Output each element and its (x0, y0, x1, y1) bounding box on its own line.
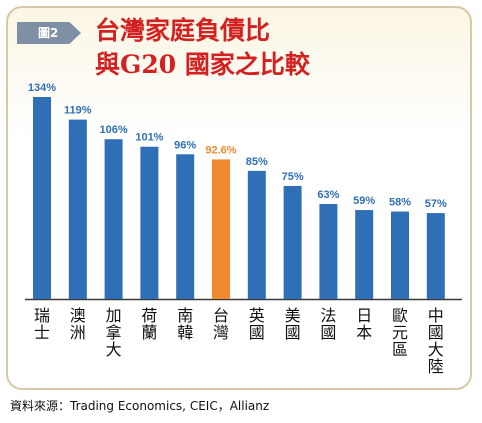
chart-title-line-1: 台灣家庭負債比 (95, 16, 271, 45)
bar-5 (176, 154, 195, 299)
bar-6 (212, 159, 230, 299)
data-label-4: 101% (135, 132, 163, 144)
data-label-9: 63% (317, 189, 339, 201)
category-label-2: 澳洲 (70, 306, 86, 342)
category-label-11: 歐元區 (392, 306, 408, 359)
chart-title-line-2: 與G20 國家之比較 (95, 50, 310, 79)
figure-label: 圖2 (17, 22, 81, 44)
data-label-8: 75% (282, 171, 304, 183)
data-label-5: 96% (174, 139, 196, 151)
category-label-7: 英國 (249, 306, 265, 342)
data-label-12: 57% (425, 198, 447, 210)
bar-8 (283, 185, 302, 299)
data-label-1: 134% (28, 82, 56, 94)
source-note: 資料來源：Trading Economics, CEIC，Allianz (10, 399, 270, 413)
category-label-3: 加拿大 (106, 306, 122, 359)
category-label-1: 瑞士 (34, 306, 50, 342)
category-label-8: 美國 (285, 306, 301, 342)
bar-4 (140, 146, 159, 299)
data-label-2: 119% (64, 105, 92, 117)
bar-12 (426, 213, 445, 299)
category-label-9: 法國 (320, 306, 336, 342)
category-label-6: 台灣 (213, 306, 229, 342)
data-label-10: 59% (353, 195, 375, 207)
category-label-12: 中國大陸 (428, 306, 444, 376)
bar-2 (68, 119, 87, 299)
data-label-7: 85% (246, 156, 268, 168)
category-label-5: 南韓 (177, 306, 193, 342)
data-label-11: 58% (389, 197, 411, 209)
bar-7 (247, 170, 266, 299)
category-label-10: 日本 (356, 306, 372, 342)
bar-1 (33, 97, 51, 299)
bar-3 (104, 139, 123, 299)
bar-9 (319, 204, 338, 299)
data-label-3: 106% (100, 124, 128, 136)
category-label-4: 荷蘭 (141, 306, 157, 342)
data-label-6: 92.6% (205, 144, 236, 156)
bar-11 (391, 211, 409, 299)
bar-10 (355, 210, 374, 299)
